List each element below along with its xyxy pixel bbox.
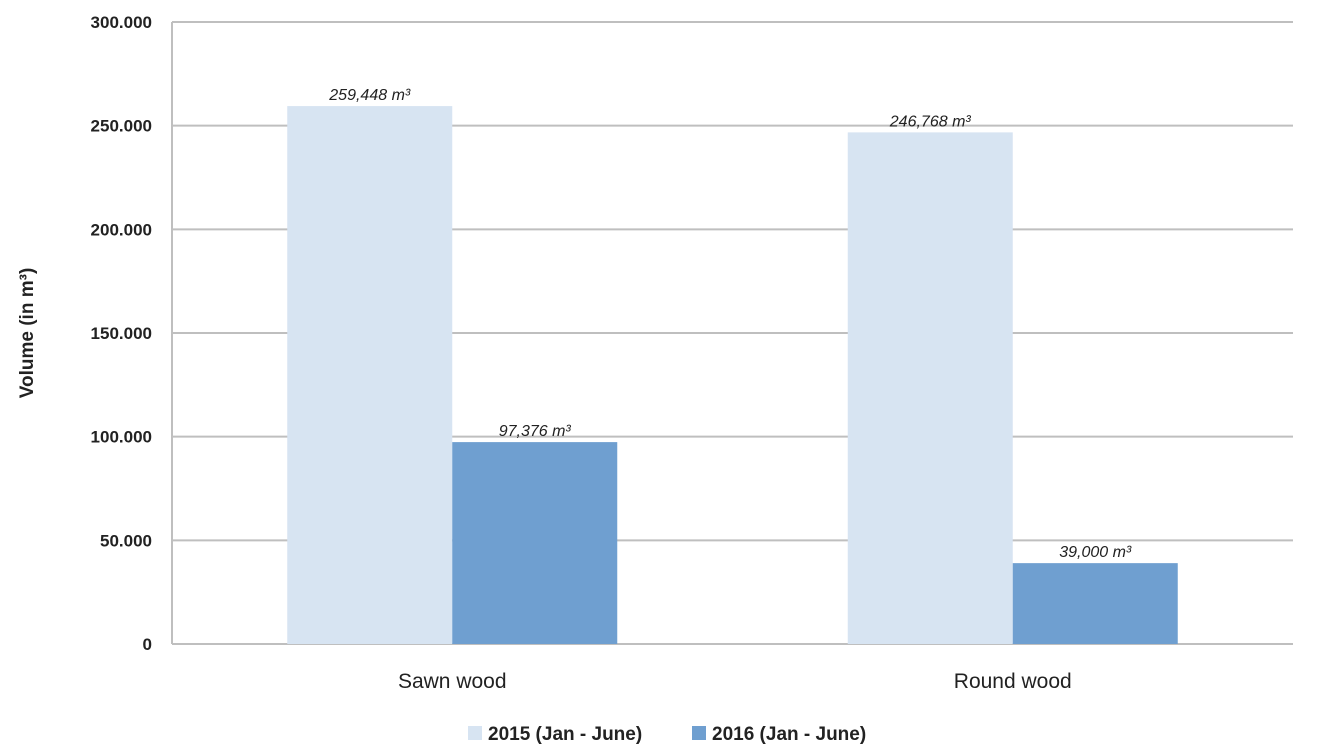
x-axis-ticks: Sawn wood Round wood [398,670,1072,693]
y-axis-ticks: 0 50.000 100.000 150.000 200.000 250.000 300.0… [91,13,152,654]
y-tick-label: 0 [143,635,152,654]
data-label: 97,376 m³ [499,423,572,440]
y-tick-label: 100.000 [91,428,152,447]
data-label: 39,000 m³ [1059,544,1132,561]
legend-entry: 2015 (Jan - June) [488,724,642,744]
legend-swatch [692,726,706,740]
y-tick-label: 200.000 [91,220,152,239]
bars [287,106,1178,644]
legend-entry: 2016 (Jan - June) [712,724,866,744]
x-tick-label: Round wood [954,670,1072,693]
data-label: 246,768 m³ [889,113,972,130]
y-tick-label: 300.000 [91,13,152,32]
bar-2015-sawn-wood [287,106,453,644]
data-label: 259,448 m³ [328,87,411,104]
y-tick-label: 150.000 [91,324,152,343]
bar-2016-round-wood [1012,563,1178,644]
legend-swatch [468,726,482,740]
x-tick-label: Sawn wood [398,670,507,693]
data-labels: 259,448 m³ 97,376 m³ 246,768 m³ 39,000 m³ [328,87,1132,561]
y-tick-label: 250.000 [91,117,152,136]
legend: 2015 (Jan - June) 2016 (Jan - June) [468,724,866,744]
y-tick-label: 50.000 [100,531,152,550]
y-axis-label: Volume (in m³) [17,268,38,399]
bar-2015-round-wood [847,132,1013,644]
bar-2016-sawn-wood [452,442,618,644]
